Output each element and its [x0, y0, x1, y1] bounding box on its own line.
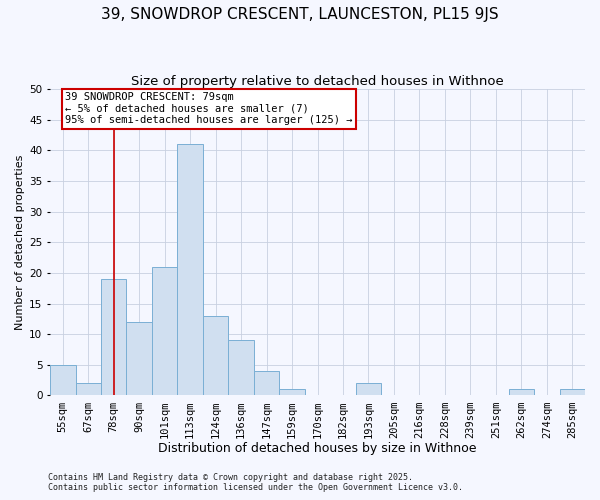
Text: Contains HM Land Registry data © Crown copyright and database right 2025.
Contai: Contains HM Land Registry data © Crown c…	[48, 473, 463, 492]
Text: 39, SNOWDROP CRESCENT, LAUNCESTON, PL15 9JS: 39, SNOWDROP CRESCENT, LAUNCESTON, PL15 …	[101, 8, 499, 22]
Bar	[560, 390, 585, 396]
Bar	[280, 390, 305, 396]
Bar	[178, 144, 203, 396]
Bar	[101, 279, 127, 396]
Bar	[229, 340, 254, 396]
X-axis label: Distribution of detached houses by size in Withnoe: Distribution of detached houses by size …	[158, 442, 477, 455]
Bar	[76, 383, 101, 396]
Title: Size of property relative to detached houses in Withnoe: Size of property relative to detached ho…	[131, 75, 504, 88]
Y-axis label: Number of detached properties: Number of detached properties	[15, 154, 25, 330]
Bar	[509, 390, 534, 396]
Bar	[50, 365, 76, 396]
Bar	[203, 316, 229, 396]
Bar	[254, 371, 280, 396]
Bar	[127, 322, 152, 396]
Bar	[356, 383, 381, 396]
Bar	[152, 267, 178, 396]
Text: 39 SNOWDROP CRESCENT: 79sqm
← 5% of detached houses are smaller (7)
95% of semi-: 39 SNOWDROP CRESCENT: 79sqm ← 5% of deta…	[65, 92, 353, 126]
